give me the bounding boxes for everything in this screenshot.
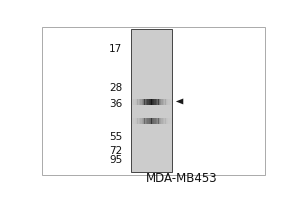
Bar: [132, 118, 134, 124]
Text: 28: 28: [109, 83, 122, 93]
Bar: [168, 99, 170, 105]
Bar: [169, 118, 171, 124]
Bar: [154, 118, 156, 124]
Bar: [169, 99, 171, 105]
Bar: [145, 99, 146, 105]
Bar: [146, 118, 148, 124]
Bar: [165, 99, 167, 105]
Text: 36: 36: [109, 99, 122, 109]
Bar: [143, 99, 145, 105]
Bar: [153, 99, 154, 105]
Bar: [167, 99, 168, 105]
Bar: [164, 118, 166, 124]
Bar: [158, 118, 160, 124]
Bar: [147, 118, 149, 124]
Bar: [154, 99, 156, 105]
Bar: [163, 118, 164, 124]
Bar: [136, 118, 138, 124]
Bar: [139, 118, 140, 124]
Bar: [146, 99, 148, 105]
Bar: [130, 29, 172, 172]
Bar: [142, 118, 143, 124]
Bar: [164, 99, 166, 105]
Bar: [171, 99, 172, 105]
Text: 72: 72: [109, 146, 122, 156]
Bar: [133, 99, 135, 105]
Bar: [157, 118, 159, 124]
Bar: [152, 118, 153, 124]
Bar: [156, 118, 157, 124]
Bar: [130, 99, 132, 105]
Bar: [152, 99, 153, 105]
Bar: [140, 118, 142, 124]
Bar: [167, 118, 168, 124]
Bar: [150, 99, 152, 105]
Bar: [135, 99, 136, 105]
Bar: [148, 99, 150, 105]
Bar: [158, 99, 160, 105]
Bar: [145, 118, 146, 124]
Bar: [163, 99, 164, 105]
Polygon shape: [176, 99, 183, 104]
Bar: [161, 99, 163, 105]
Text: 17: 17: [109, 44, 122, 54]
Bar: [135, 118, 136, 124]
Bar: [148, 118, 150, 124]
Bar: [160, 118, 161, 124]
Bar: [160, 99, 161, 105]
Bar: [130, 118, 132, 124]
Bar: [136, 99, 138, 105]
Bar: [153, 118, 154, 124]
Bar: [156, 99, 157, 105]
Bar: [140, 99, 142, 105]
Text: MDA-MB453: MDA-MB453: [146, 172, 218, 185]
Bar: [165, 118, 167, 124]
Bar: [157, 99, 159, 105]
Bar: [137, 118, 139, 124]
Bar: [142, 99, 143, 105]
Bar: [137, 99, 139, 105]
Bar: [150, 118, 152, 124]
Text: 55: 55: [109, 132, 122, 142]
Bar: [171, 118, 172, 124]
Text: 95: 95: [109, 155, 122, 165]
Bar: [147, 99, 149, 105]
Bar: [161, 118, 163, 124]
Bar: [168, 118, 170, 124]
Bar: [132, 99, 134, 105]
Bar: [143, 118, 145, 124]
Bar: [133, 118, 135, 124]
Bar: [139, 99, 140, 105]
